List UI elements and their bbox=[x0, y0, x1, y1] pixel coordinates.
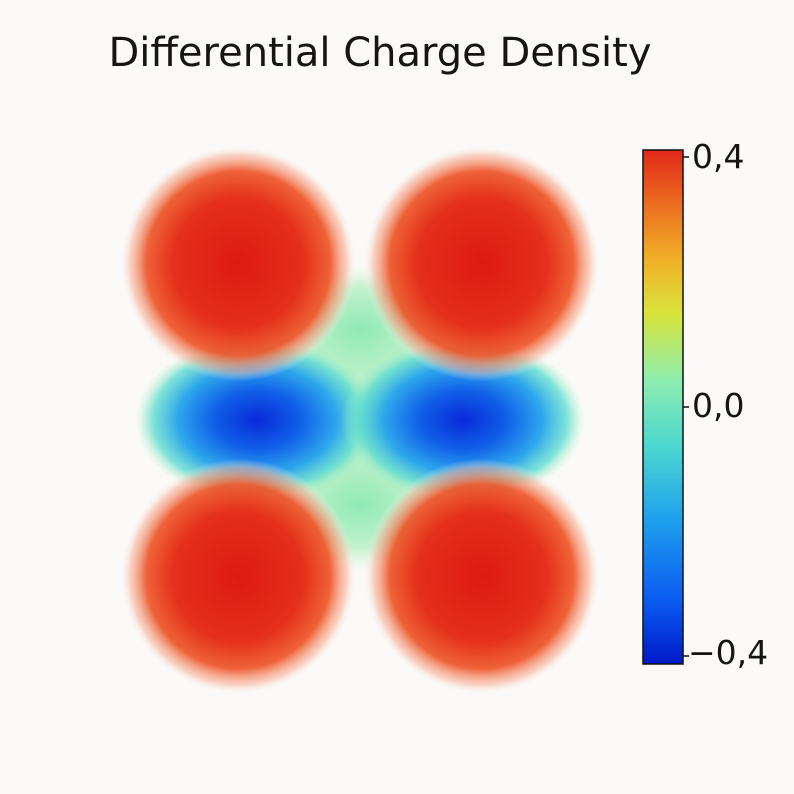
colorbar-tick-label-max: 0,4 bbox=[692, 137, 745, 176]
lobe-accumulation-top-right bbox=[363, 145, 600, 382]
lobe-accumulation-bottom-right bbox=[363, 458, 600, 695]
colorbar bbox=[642, 149, 684, 665]
lobe-accumulation-bottom-left bbox=[120, 458, 357, 695]
lobe-depletion-right bbox=[340, 338, 585, 502]
colorbar-tick-label-zero: 0,0 bbox=[692, 386, 745, 425]
lobe-depletion-left bbox=[135, 338, 380, 502]
lobes-layer bbox=[120, 145, 600, 695]
chart-title: Differential Charge Density bbox=[108, 30, 652, 76]
lobe-accumulation-top-left bbox=[120, 145, 357, 382]
colorbar-tick-label-min: −0,4 bbox=[688, 633, 769, 672]
